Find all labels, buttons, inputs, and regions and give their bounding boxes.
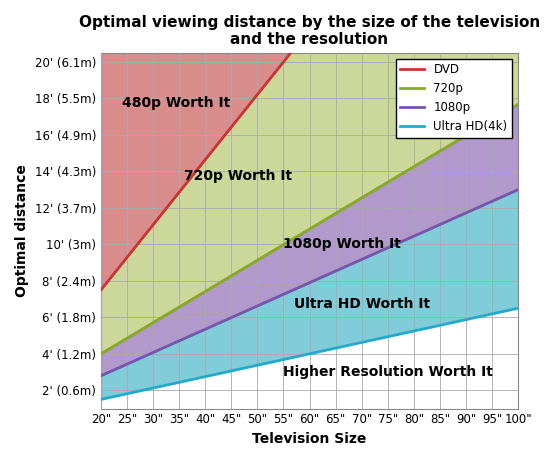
Legend: DVD, 720p, 1080p, Ultra HD(4k): DVD, 720p, 1080p, Ultra HD(4k) [395,59,513,138]
Text: 720p Worth It: 720p Worth It [184,170,293,183]
Y-axis label: Optimal distance: Optimal distance [15,164,29,297]
Text: 480p Worth It: 480p Worth It [122,96,230,111]
Text: Higher Resolution Worth It: Higher Resolution Worth It [283,365,493,379]
Text: Ultra HD Worth It: Ultra HD Worth It [294,297,430,311]
X-axis label: Television Size: Television Size [252,432,366,446]
Text: 1080p Worth It: 1080p Worth It [283,237,401,251]
Title: Optimal viewing distance by the size of the television
and the resolution: Optimal viewing distance by the size of … [79,15,540,47]
